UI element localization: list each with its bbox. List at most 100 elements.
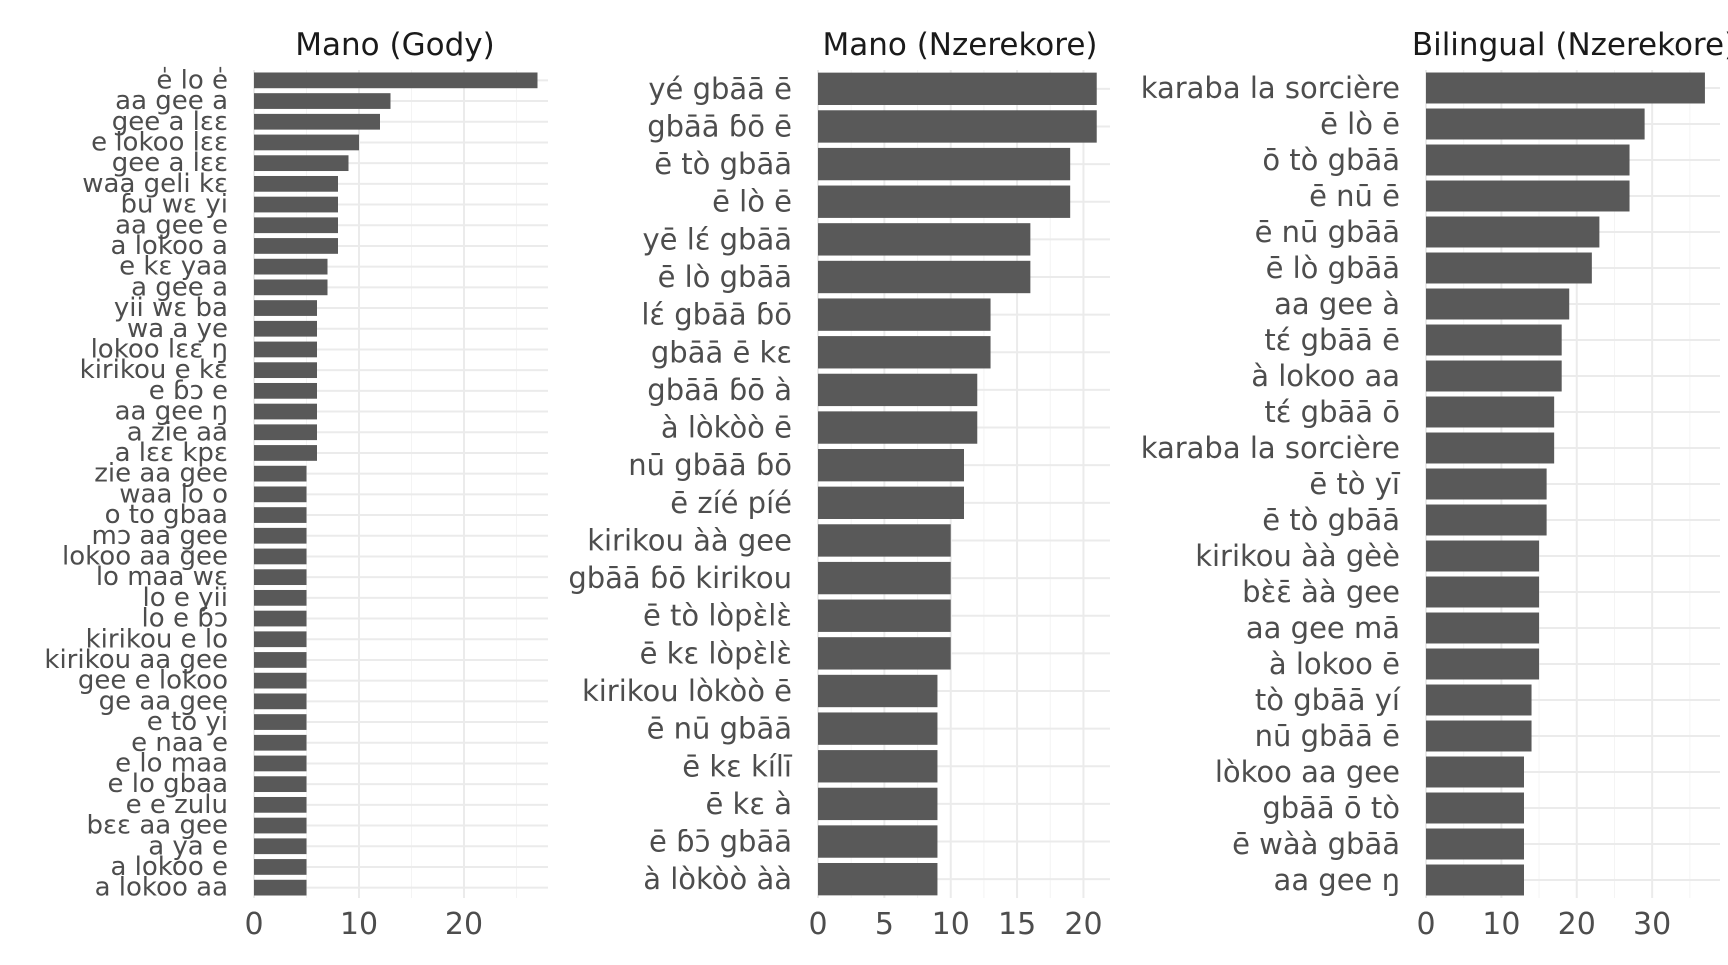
bar-l-gbaa-o (818, 298, 991, 331)
y-tick-label: e lokoo lɛɛ (91, 127, 228, 157)
y-tick-label: e lo maa (115, 748, 228, 778)
y-tick-label: bɛɛ aa gee (86, 811, 228, 841)
bar-e-k-yaa (254, 258, 328, 275)
y-tick-label: kirikou lòkòò ē (582, 674, 792, 708)
y-tick-label: ē kɛ kílī (682, 749, 793, 783)
y-tick-label: zie aa gee (94, 459, 228, 489)
y-tick-label: à lokoo ē (1269, 647, 1400, 681)
bar-nu-gbaa-e (1426, 720, 1532, 752)
y-tick-label: ɓu wɛ yi (121, 190, 228, 220)
bar-aa-gee-ma (1426, 612, 1540, 644)
bar-gbaa-e-k (818, 336, 991, 369)
y-tick-label: bɛ̀ɛ̄ àà gee (1242, 575, 1400, 609)
bar-karaba-la-sorciere (1426, 432, 1555, 464)
bar-kirikou-e-lo (254, 631, 307, 648)
y-tick-label: a lokoo a (111, 231, 228, 261)
bar-e-nu-e (1426, 180, 1630, 212)
bar-yii-w-ba (254, 300, 317, 316)
y-tick-label: kirikou e kɛ (80, 355, 228, 385)
y-tick-label: yii wɛ ba (114, 293, 228, 323)
bar-ye-gbaa-e (818, 72, 1097, 106)
bar-to-gbaa-yi (1426, 684, 1532, 716)
bar-lo-maa-w (254, 569, 307, 586)
bar-e-to-gbaa (818, 147, 1071, 181)
bar-gee-e-lokoo (254, 672, 307, 689)
y-tick-label: lo e yii (143, 583, 229, 613)
y-tick-label: gbāā ɓō kirikou (568, 561, 792, 595)
y-tick-label: nū gbāā ɓō (628, 448, 792, 482)
bar-gbaa-o-e (818, 110, 1097, 143)
bar-e-to-yi (254, 714, 307, 730)
bar-e-lo-gbaa (1426, 252, 1592, 284)
y-tick-label: wa a ye (127, 314, 228, 344)
bar-zie-aa-gee (254, 465, 307, 482)
bar-gbaa-o-to (1426, 792, 1524, 824)
x-tick-label: 10 (340, 907, 378, 942)
bar-kirikou-e-k (254, 362, 317, 379)
bar-e-to-lop-l (818, 599, 951, 632)
bar-ye-l-gbaa (818, 223, 1031, 256)
bar-a-lokoo-aa (254, 879, 307, 896)
y-tick-label: ē nū gbāā (1255, 215, 1400, 249)
bar-a-lokoo-aa (818, 862, 938, 896)
x-tick-label: 20 (1558, 907, 1596, 942)
bar-m-aa-gee (254, 527, 307, 544)
bar-t-gbaa-e (1426, 324, 1562, 356)
bar-u-w-yi (254, 196, 338, 213)
y-tick-label: e kɛ yaa (119, 252, 228, 282)
x-tick-label: 5 (875, 907, 894, 942)
bar-waa-geli-k (254, 175, 338, 192)
y-tick-label: ē wàà gbāā (1232, 827, 1400, 861)
y-tick-label: nū gbāā ē (1255, 719, 1400, 753)
y-tick-label: ē tò gbāā (1262, 503, 1400, 537)
y-tick-label: ē lò gbāā (658, 260, 792, 294)
bar-e-nu-gbaa (818, 712, 938, 745)
y-tick-label: kirikou àà gee (587, 523, 792, 557)
bar-e-to-gbaa (1426, 504, 1547, 536)
y-tick-label: mɔ aa gee (92, 521, 229, 551)
y-tick-label: e naa e (131, 728, 228, 758)
bar-waa-lo-o (254, 486, 307, 503)
y-tick-label: gee e lokoo (78, 666, 228, 696)
bar-e-k-lop-l (818, 637, 951, 670)
y-tick-label: ē zíé píé (670, 486, 792, 520)
y-tick-label: aa gee ŋ (1274, 863, 1400, 897)
y-tick-label: gbāā ɓō ē (647, 109, 792, 143)
y-tick-label: tò gbāā yí (1255, 683, 1401, 717)
y-tick-label: a lokoo aa (95, 873, 228, 903)
bar-b-aa-gee (1426, 576, 1540, 608)
bar-aa-gee-a (1426, 288, 1570, 320)
y-tick-label: e to yi (147, 707, 228, 737)
y-tick-label: e ɓɔ e (149, 376, 228, 406)
y-tick-label: gbāā ɓō à (647, 373, 792, 407)
y-tick-label: aa gee e (115, 210, 228, 240)
y-tick-label: yē lɛ́ gbāā (642, 222, 792, 256)
y-tick-label: karaba la sorcière (1141, 431, 1400, 465)
y-tick-label: yé gbāā ē (648, 72, 792, 106)
y-tick-label: a lokoo e (110, 852, 228, 882)
y-tick-label: aa gee ŋ (115, 397, 228, 427)
y-tick-label: ge aa gee (99, 686, 228, 716)
y-tick-label: a zie aa (127, 417, 228, 447)
x-tick-label: 0 (808, 907, 827, 942)
y-tick-label: tɛ́ gbāā ē (1264, 323, 1400, 357)
bar-o-to-gbaa (1426, 144, 1630, 176)
bar-aa-gee (1426, 864, 1524, 896)
bar-aa-gee-e (254, 217, 338, 234)
y-tick-label: a ya e (148, 831, 228, 861)
x-tick-label: 0 (1416, 907, 1435, 942)
y-tick-label: lɛ́ gbāā ɓō (641, 298, 792, 332)
y-tick-label: ē lò ē (1320, 107, 1400, 141)
bar-e-to-yi (1426, 468, 1547, 500)
bar-e-e (254, 382, 317, 399)
panel-title: Bilingual (Nzerekore) (1412, 27, 1728, 63)
bar-gee-a-l (254, 113, 380, 130)
bar-b-aa-gee (254, 817, 307, 834)
y-tick-label: gee a lɛɛ (112, 107, 228, 137)
x-tick-label: 15 (998, 907, 1036, 942)
bar-kirikou-aa-gee (254, 652, 307, 668)
bar-e-lo-e (818, 185, 1071, 218)
